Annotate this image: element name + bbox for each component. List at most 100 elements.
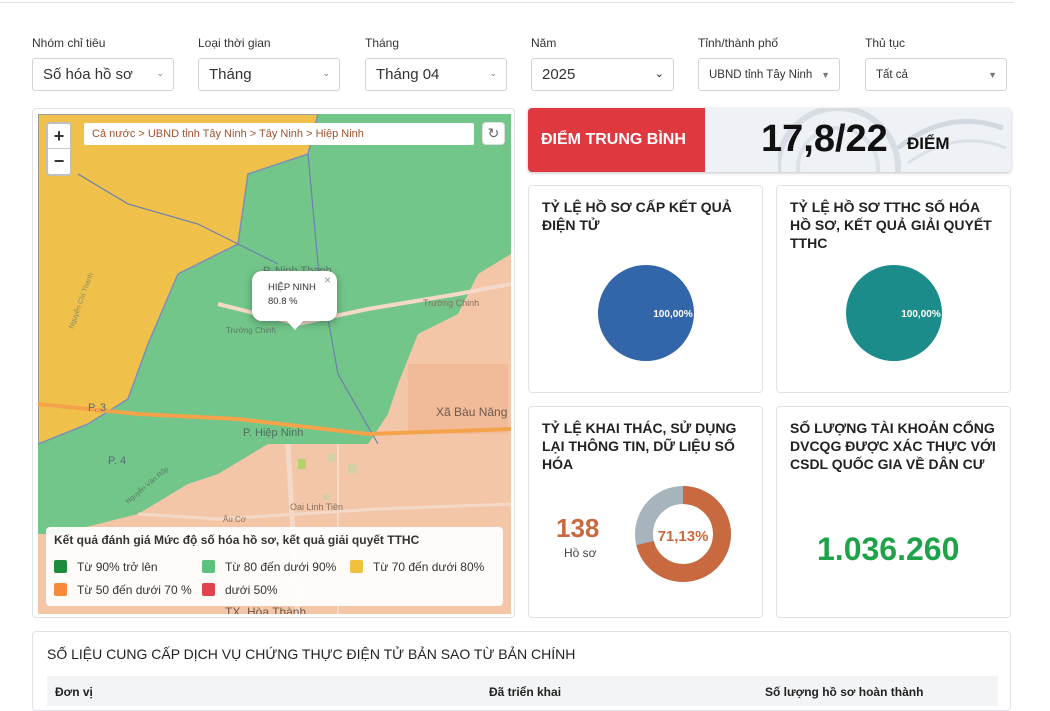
triangle-down-icon: ▼: [821, 70, 830, 80]
time-type-select[interactable]: Tháng ⌄: [198, 58, 340, 91]
card-title: TỶ LỆ HỒ SƠ TTHC SỐ HÓA HỒ SƠ, KẾT QUẢ G…: [790, 199, 992, 251]
column-header: Đơn vị: [55, 685, 93, 699]
map-popup: × HIỆP NINH 80.8 %: [252, 271, 337, 330]
card-electronic-results-rate: TỶ LỆ HỒ SƠ CẤP KẾT QUẢ ĐIỆN TỬ 100,00%: [528, 185, 763, 393]
legend-swatch: [54, 583, 67, 596]
province-select[interactable]: UBND tỉnh Tây Ninh ▼: [698, 58, 840, 91]
legend-label: Từ 80 đến dưới 90%: [225, 559, 337, 574]
zoom-in-button[interactable]: +: [48, 124, 70, 149]
reuse-count: 138: [556, 513, 600, 543]
card-data-reuse-rate: TỶ LỆ KHAI THÁC, SỬ DỤNG LẠI THÔNG TIN, …: [528, 406, 763, 618]
map-place-label: Trường Chinh: [226, 326, 276, 335]
refresh-icon[interactable]: ↻: [482, 122, 505, 145]
filter-province: Tỉnh/thành phố UBND tỉnh Tây Ninh ▼: [698, 36, 840, 91]
filter-procedure: Thủ tục Tất cả ▼: [865, 36, 1007, 91]
filter-time-type: Loại thời gian Tháng ⌄: [198, 36, 340, 91]
pie-chart: 100,00%: [846, 265, 942, 361]
map-place-label: P. Hiệp Ninh: [243, 427, 303, 439]
map-place-label: P. 4: [108, 455, 126, 467]
legend-title: Kết quả đánh giá Mức độ số hóa hồ sơ, kế…: [54, 533, 420, 547]
card-digitized-records-rate: TỶ LỆ HỒ SƠ TTHC SỐ HÓA HỒ SƠ, KẾT QUẢ G…: [776, 185, 1011, 393]
pie-chart: 100,00%: [598, 265, 694, 361]
legend-swatch: [54, 560, 67, 573]
chevron-down-icon: ⌄: [322, 68, 330, 78]
month-select[interactable]: Tháng 04 ⌄: [365, 58, 507, 91]
map-breadcrumb[interactable]: Cả nước > UBND tỉnh Tây Ninh > Tây Ninh …: [84, 123, 474, 145]
column-header: Số lượng hồ sơ hoàn thành: [765, 685, 924, 699]
legend-item: Từ 80 đến dưới 90%: [202, 555, 350, 578]
legend-label: Từ 50 đến dưới 70 %: [77, 582, 192, 597]
reuse-count-unit: Hồ sơ: [564, 546, 597, 560]
map-place-label: Oai Linh Tiên: [290, 502, 343, 512]
select-value: Số hóa hồ sơ: [43, 66, 133, 83]
map-card: P. Ninh Thạnh Trường Chinh Trường Chinh …: [32, 108, 515, 618]
map-canvas[interactable]: P. Ninh Thạnh Trường Chinh Trường Chinh …: [38, 114, 511, 614]
legend-label: Từ 90% trở lên: [77, 559, 158, 574]
map-place-label: TX. Hòa Thành: [225, 605, 306, 614]
card-verified-accounts: SỐ LƯỢNG TÀI KHOẢN CỔNG DVCQG ĐƯỢC XÁC T…: [776, 406, 1011, 618]
chevron-down-icon: ⌄: [156, 68, 164, 78]
map-legend: Kết quả đánh giá Mức độ số hóa hồ sơ, kế…: [46, 527, 503, 606]
legend-label: dưới 50%: [225, 582, 278, 597]
select-value: Tháng 04: [376, 66, 440, 83]
filter-indicator-group: Nhóm chỉ tiêu Số hóa hồ sơ ⌄: [32, 36, 174, 91]
decorative-drum-pattern: [778, 108, 1007, 172]
zoom-control: + −: [46, 122, 72, 176]
average-score-value: 17,8/22: [761, 118, 888, 160]
table-header: Đơn vị Đã triển khai Số lượng hồ sơ hoàn…: [47, 676, 998, 706]
card-title: TỶ LỆ HỒ SƠ CẤP KẾT QUẢ ĐIỆN TỬ: [542, 199, 732, 233]
chevron-down-icon: ⌄: [654, 68, 664, 80]
pie-slice: [598, 265, 694, 361]
legend-swatch: [350, 560, 363, 573]
average-score-label: ĐIỂM TRUNG BÌNH: [528, 108, 705, 172]
map-place-label: Xã Bàu Năng: [436, 405, 507, 419]
map-regions: P. Ninh Thạnh Trường Chinh Trường Chinh …: [38, 114, 511, 614]
table-title: SỐ LIỆU CUNG CẤP DỊCH VỤ CHỨNG THỰC ĐIỆN…: [47, 646, 576, 662]
filter-label: Tháng: [365, 36, 400, 50]
top-divider: [0, 2, 1014, 3]
filter-label: Thủ tục: [865, 36, 906, 50]
filter-label: Nhóm chỉ tiêu: [32, 36, 106, 50]
popup-name: HIỆP NINH: [268, 282, 316, 293]
donut-slice: [635, 486, 731, 582]
legend-item: dưới 50%: [202, 578, 350, 601]
legend-item: Từ 70 đến dưới 80%: [350, 555, 500, 578]
select-value: Tất cả: [876, 68, 908, 81]
filter-label: Tỉnh/thành phố: [698, 36, 779, 50]
procedure-select[interactable]: Tất cả ▼: [865, 58, 1007, 91]
card-title: SỐ LƯỢNG TÀI KHOẢN CỔNG DVCQG ĐƯỢC XÁC T…: [790, 420, 996, 472]
triangle-down-icon: ▼: [988, 70, 997, 80]
legend-swatch: [202, 583, 215, 596]
legend-swatch: [202, 560, 215, 573]
select-value: Tháng: [209, 66, 252, 83]
map-place-label: Trường Chinh: [423, 298, 479, 308]
map-place-label: P. 3: [88, 402, 106, 414]
donut-label: 71,13%: [658, 528, 709, 545]
select-value: 2025: [542, 66, 576, 83]
chevron-down-icon: ⌄: [489, 68, 497, 78]
year-select[interactable]: 2025 ⌄: [531, 58, 674, 91]
close-icon[interactable]: ×: [323, 273, 331, 287]
pie-label: 100,00%: [901, 309, 941, 320]
select-value: UBND tỉnh Tây Ninh: [709, 68, 813, 81]
average-score-unit: ĐIỂM: [907, 134, 950, 153]
column-header: Đã triển khai: [489, 685, 562, 699]
indicator-group-select[interactable]: Số hóa hồ sơ ⌄: [32, 58, 174, 91]
legend-item: Từ 50 đến dưới 70 %: [54, 578, 202, 601]
donut-chart: 71,13%: [635, 486, 731, 582]
pie-slice: [846, 265, 942, 361]
pie-label: 100,00%: [653, 309, 693, 320]
map-place-label: Âu Cơ: [223, 515, 247, 524]
average-score-banner: ĐIỂM TRUNG BÌNH 17,8/22 ĐIỂM: [528, 108, 1011, 172]
filter-label: Năm: [531, 36, 557, 50]
legend-items: Từ 90% trở lên Từ 80 đến dưới 90% Từ 70 …: [54, 555, 504, 601]
certification-service-table: SỐ LIỆU CUNG CẤP DỊCH VỤ CHỨNG THỰC ĐIỆN…: [32, 631, 1011, 711]
page-scrollbar[interactable]: [1040, 0, 1050, 699]
popup-value: 80.8 %: [268, 296, 298, 307]
legend-item: Từ 90% trở lên: [54, 555, 202, 578]
zoom-out-button[interactable]: −: [53, 151, 65, 171]
card-title: TỶ LỆ KHAI THÁC, SỬ DỤNG LẠI THÔNG TIN, …: [542, 420, 737, 472]
verified-accounts-value: 1.036.260: [817, 531, 960, 567]
legend-label: Từ 70 đến dưới 80%: [373, 559, 485, 574]
filter-month: Tháng Tháng 04 ⌄: [365, 36, 507, 91]
